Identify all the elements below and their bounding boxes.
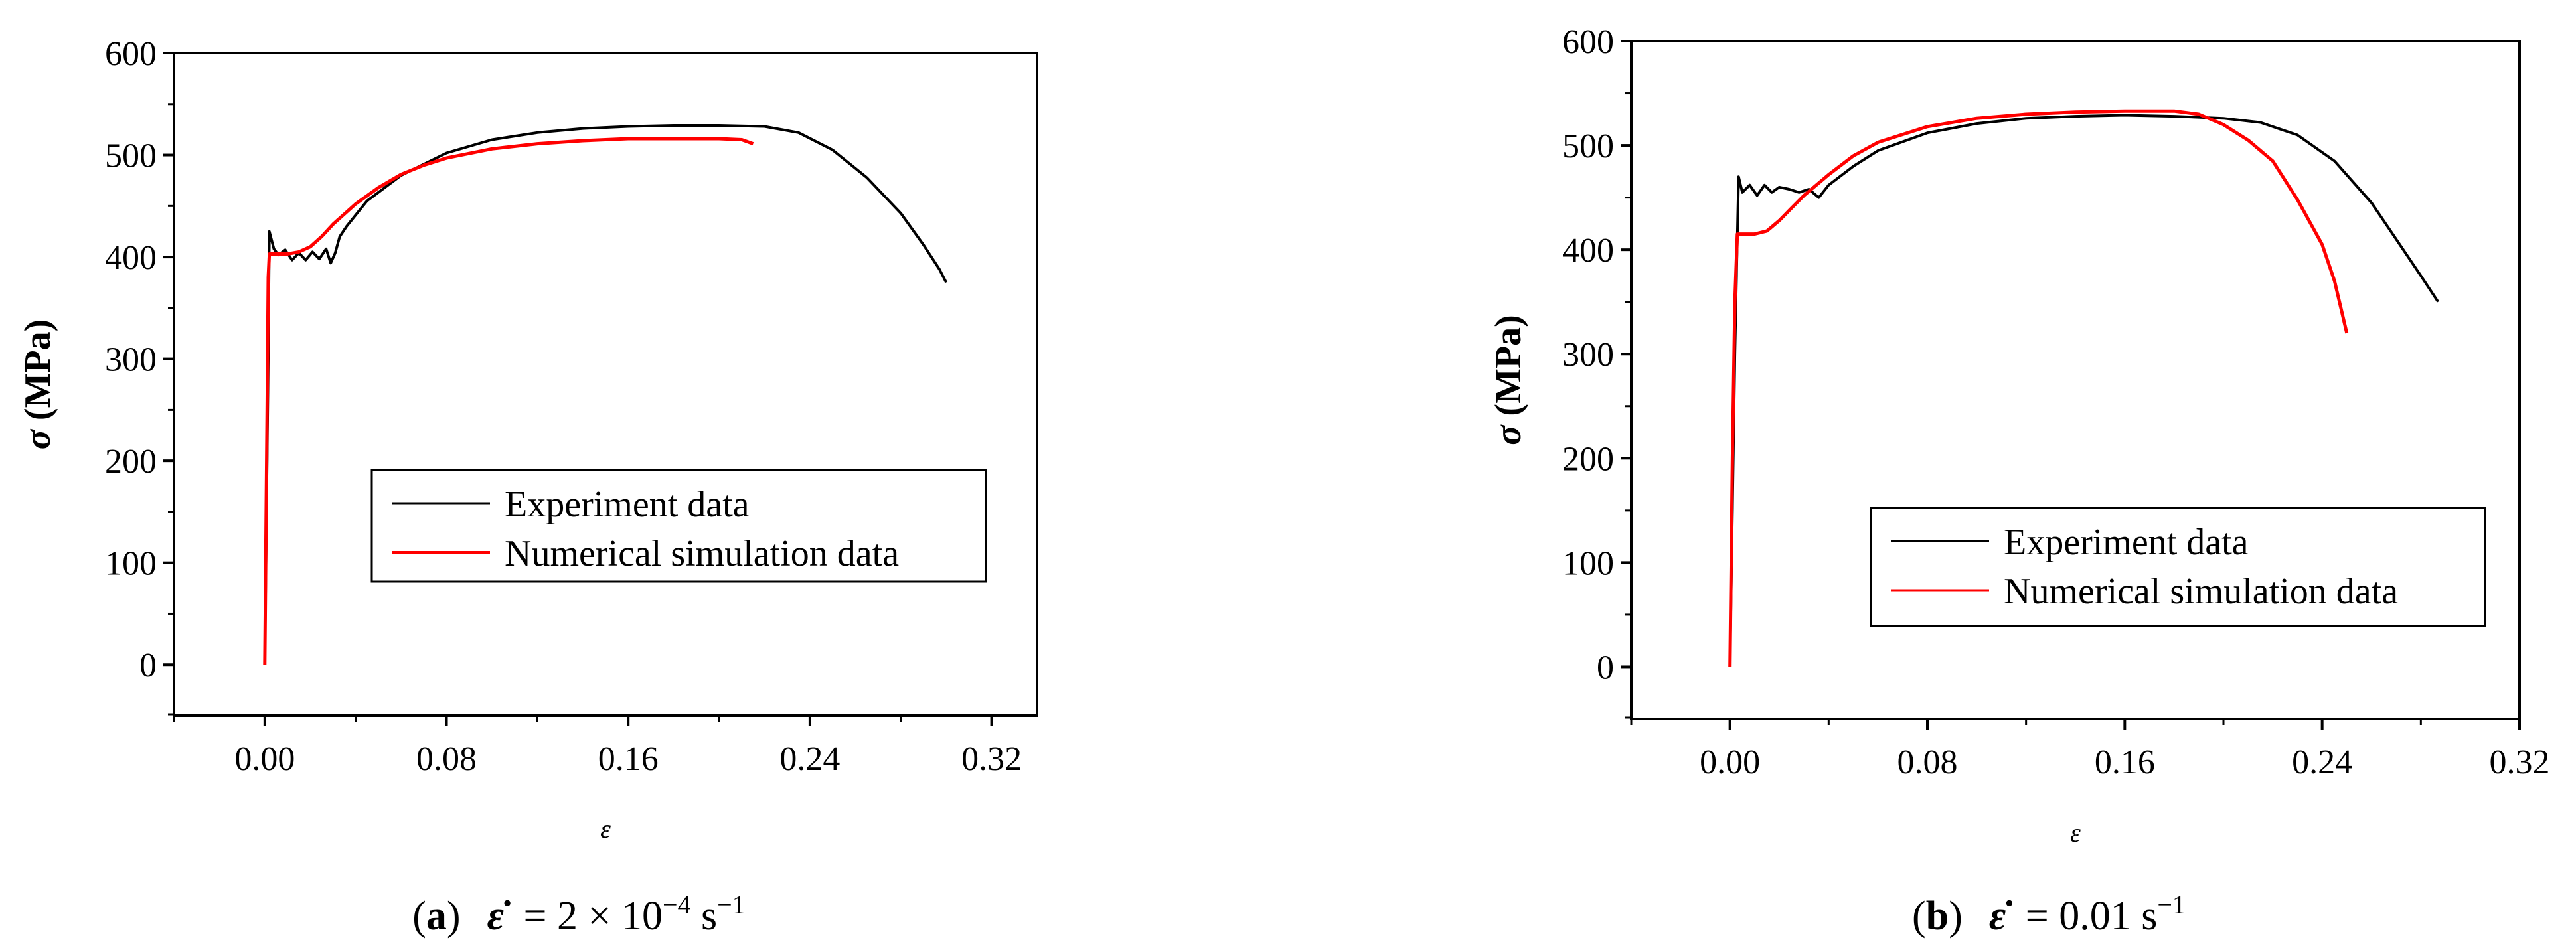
x-axis-label: ε	[2070, 818, 2081, 848]
y-tick-label: 0	[1597, 649, 1614, 686]
y-tick-label: 500	[105, 137, 157, 175]
y-axis-label: σ (MPa)	[17, 319, 58, 450]
y-axis-unit: (MPa)	[1488, 315, 1529, 416]
x-tick-label: 0.00	[234, 740, 295, 778]
legend: Experiment data Numerical simulation dat…	[370, 469, 987, 583]
caption-letter: a	[426, 894, 447, 939]
series-layer	[263, 124, 947, 665]
legend-box	[370, 469, 987, 583]
legend-label-experiment: Experiment data	[505, 484, 750, 525]
series-line-experiment	[263, 124, 947, 665]
series-line-simulation	[1728, 109, 2349, 667]
y-tick-label: 100	[105, 545, 157, 583]
series-line-simulation	[263, 137, 754, 665]
plot-frame	[1630, 40, 2521, 720]
x-ticks: 0.00 0.08 0.16 0.24 0.32	[1630, 719, 2550, 781]
y-tick-label: 0	[139, 647, 157, 684]
y-ticks: 0 100 200 300 400 500 600	[1562, 23, 1631, 719]
caption-letter: b	[1926, 894, 1949, 939]
legend-box	[1870, 507, 2486, 627]
y-tick-label: 600	[1562, 23, 1614, 61]
x-tick-label: 0.00	[1700, 744, 1760, 781]
y-tick-label: 200	[105, 443, 157, 481]
series-layer	[1728, 109, 2439, 667]
chart-panel-a: 0 100 200 300 400 500 600 0.00 0.08 0.16 0.24 0.32…	[17, 35, 1038, 939]
x-axis-label: ε	[600, 814, 611, 844]
y-tick-label: 100	[1562, 544, 1614, 582]
plot-frame	[173, 52, 1038, 717]
x-tick-label: 0.16	[2095, 744, 2155, 781]
x-tick-label: 0.24	[779, 740, 840, 778]
y-tick-label: 600	[105, 35, 157, 73]
y-axis-symbol: σ	[17, 428, 58, 449]
legend-label-experiment: Experiment data	[2004, 522, 2249, 563]
x-tick-label: 0.16	[598, 740, 659, 778]
chart-panel-b: 0 100 200 300 400 500 600 0.00 0.08 0.16 0.24 0.32…	[1488, 23, 2550, 939]
y-tick-label: 400	[105, 239, 157, 277]
y-tick-label: 400	[1562, 232, 1614, 270]
caption-a: (a) ε̇ = 2 × 10−4 s−1	[412, 890, 745, 939]
series-line-experiment	[1728, 114, 2439, 667]
x-tick-label: 0.08	[416, 740, 477, 778]
y-axis-symbol: σ	[1488, 424, 1529, 445]
x-tick-label: 0.32	[961, 740, 1022, 778]
y-tick-label: 200	[1562, 440, 1614, 478]
y-tick-label: 500	[1562, 127, 1614, 165]
y-axis-unit: (MPa)	[17, 319, 58, 420]
x-ticks: 0.00 0.08 0.16 0.24 0.32	[173, 716, 1022, 778]
caption-b: (b) ε̇ = 0.01 s−1	[1912, 890, 2186, 939]
x-tick-label: 0.08	[1897, 744, 1958, 781]
caption-symbol: ε̇	[1989, 894, 2012, 939]
x-tick-label: 0.32	[2490, 744, 2550, 781]
legend-label-simulation: Numerical simulation data	[505, 533, 899, 574]
y-axis-label: σ (MPa)	[1488, 315, 1529, 445]
y-tick-label: 300	[105, 341, 157, 379]
legend: Experiment data Numerical simulation dat…	[1870, 507, 2486, 627]
y-ticks: 0 100 200 300 400 500 600	[105, 35, 174, 716]
y-tick-label: 300	[1562, 336, 1614, 374]
x-tick-label: 0.24	[2292, 744, 2352, 781]
legend-label-simulation: Numerical simulation data	[2004, 571, 2398, 612]
caption-symbol: ε̇	[487, 894, 511, 939]
